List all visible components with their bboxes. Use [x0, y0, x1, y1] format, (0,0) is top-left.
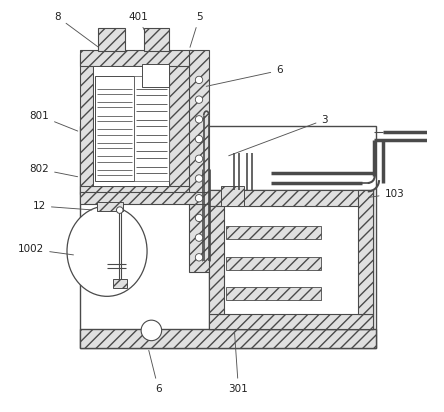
- Bar: [113, 279, 127, 288]
- Text: 103: 103: [369, 189, 404, 199]
- Text: 5: 5: [190, 12, 203, 47]
- Bar: [80, 50, 191, 66]
- Bar: [80, 192, 209, 204]
- Bar: [80, 186, 191, 194]
- Circle shape: [195, 96, 203, 103]
- Text: 3: 3: [229, 115, 328, 156]
- Bar: [93, 66, 169, 186]
- Bar: [209, 314, 373, 329]
- Bar: [209, 206, 225, 314]
- Circle shape: [195, 136, 203, 143]
- Circle shape: [195, 214, 203, 222]
- Circle shape: [141, 320, 162, 341]
- Text: 801: 801: [29, 111, 78, 131]
- Circle shape: [195, 194, 203, 202]
- Ellipse shape: [67, 206, 147, 296]
- Bar: [97, 202, 123, 211]
- Circle shape: [195, 76, 203, 84]
- Circle shape: [195, 116, 203, 123]
- Bar: [134, 76, 169, 180]
- Text: 6: 6: [206, 66, 283, 87]
- Circle shape: [195, 254, 203, 261]
- Bar: [209, 190, 373, 329]
- Circle shape: [195, 175, 203, 182]
- Bar: [209, 190, 373, 206]
- Circle shape: [195, 234, 203, 241]
- Circle shape: [195, 155, 203, 162]
- Text: 12: 12: [33, 201, 92, 211]
- Text: 8: 8: [55, 12, 103, 50]
- Bar: [221, 186, 244, 206]
- Bar: [98, 28, 125, 51]
- Bar: [80, 54, 93, 194]
- Bar: [357, 190, 373, 314]
- Bar: [189, 50, 209, 272]
- Bar: [80, 126, 376, 348]
- Bar: [226, 226, 321, 239]
- Circle shape: [116, 207, 123, 213]
- Bar: [80, 329, 376, 348]
- Text: 802: 802: [29, 164, 78, 177]
- Bar: [95, 76, 134, 180]
- Text: 301: 301: [229, 332, 248, 394]
- Bar: [144, 28, 169, 51]
- Bar: [226, 257, 321, 269]
- Bar: [142, 64, 169, 87]
- Bar: [226, 287, 321, 300]
- Text: 6: 6: [149, 350, 162, 394]
- Text: 1002: 1002: [18, 244, 73, 255]
- Bar: [169, 54, 191, 194]
- Text: 401: 401: [128, 12, 153, 47]
